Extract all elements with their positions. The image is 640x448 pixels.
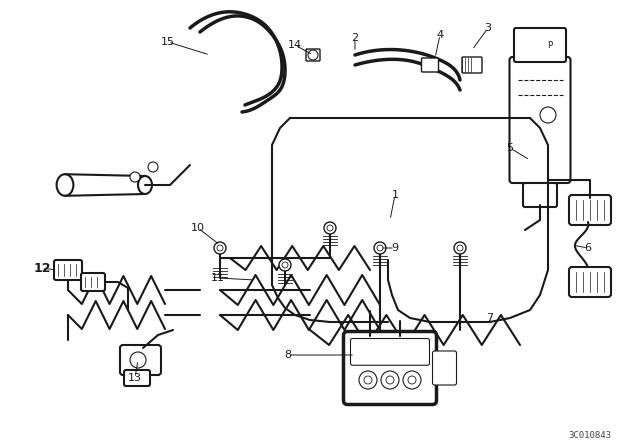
Circle shape bbox=[540, 107, 556, 123]
Circle shape bbox=[327, 225, 333, 231]
Text: 5: 5 bbox=[506, 143, 513, 153]
FancyBboxPatch shape bbox=[514, 28, 566, 62]
FancyBboxPatch shape bbox=[81, 273, 105, 291]
Circle shape bbox=[282, 262, 288, 268]
FancyBboxPatch shape bbox=[462, 57, 482, 73]
FancyBboxPatch shape bbox=[569, 195, 611, 225]
Text: 1: 1 bbox=[392, 190, 399, 200]
Circle shape bbox=[364, 376, 372, 384]
Circle shape bbox=[279, 259, 291, 271]
Text: 8: 8 bbox=[284, 350, 292, 360]
FancyBboxPatch shape bbox=[433, 351, 456, 385]
Ellipse shape bbox=[56, 174, 74, 196]
FancyBboxPatch shape bbox=[523, 183, 557, 207]
Circle shape bbox=[148, 162, 158, 172]
FancyBboxPatch shape bbox=[351, 339, 429, 365]
Text: 13: 13 bbox=[128, 373, 142, 383]
Text: 3C010843: 3C010843 bbox=[568, 431, 611, 439]
Circle shape bbox=[308, 50, 318, 60]
Circle shape bbox=[386, 376, 394, 384]
Text: 15: 15 bbox=[161, 37, 175, 47]
Text: 9: 9 bbox=[392, 243, 399, 253]
Text: 12: 12 bbox=[33, 262, 51, 275]
Circle shape bbox=[377, 245, 383, 251]
Circle shape bbox=[324, 222, 336, 234]
FancyBboxPatch shape bbox=[306, 49, 320, 61]
Circle shape bbox=[454, 242, 466, 254]
Circle shape bbox=[130, 172, 140, 182]
Circle shape bbox=[408, 376, 416, 384]
Text: 2: 2 bbox=[351, 33, 358, 43]
FancyBboxPatch shape bbox=[54, 260, 82, 280]
Circle shape bbox=[359, 371, 377, 389]
Circle shape bbox=[214, 242, 226, 254]
FancyBboxPatch shape bbox=[569, 267, 611, 297]
Circle shape bbox=[130, 352, 146, 368]
Text: 4: 4 bbox=[436, 30, 444, 40]
Text: 6: 6 bbox=[584, 243, 591, 253]
Circle shape bbox=[403, 371, 421, 389]
Ellipse shape bbox=[138, 176, 152, 194]
Text: P: P bbox=[547, 40, 552, 49]
FancyBboxPatch shape bbox=[422, 58, 438, 72]
Text: 14: 14 bbox=[288, 40, 302, 50]
FancyBboxPatch shape bbox=[509, 57, 570, 183]
Text: 11: 11 bbox=[211, 273, 225, 283]
FancyBboxPatch shape bbox=[120, 345, 161, 375]
Text: 10: 10 bbox=[191, 223, 205, 233]
Text: 7: 7 bbox=[486, 313, 493, 323]
FancyBboxPatch shape bbox=[344, 332, 436, 405]
FancyBboxPatch shape bbox=[124, 370, 150, 386]
Circle shape bbox=[457, 245, 463, 251]
Text: 3: 3 bbox=[484, 23, 492, 33]
Circle shape bbox=[381, 371, 399, 389]
Circle shape bbox=[217, 245, 223, 251]
Circle shape bbox=[374, 242, 386, 254]
